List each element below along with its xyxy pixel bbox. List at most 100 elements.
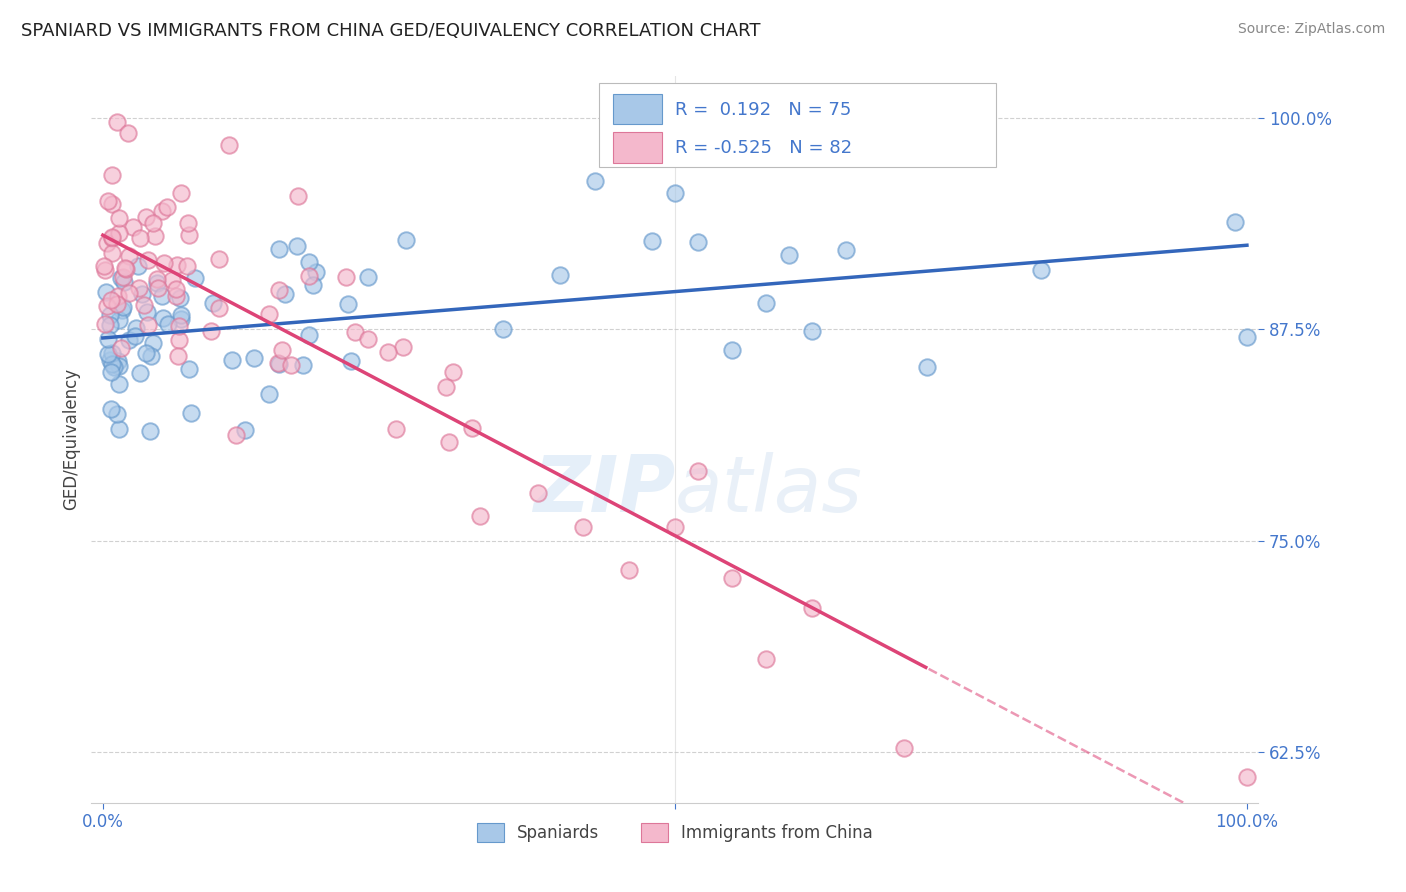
- Point: [98, 318, 121, 332]
- Point: [208, 252, 231, 266]
- Point: [128, 366, 150, 380]
- Point: [721, 343, 744, 357]
- Point: [138, 425, 160, 439]
- Point: [135, 304, 157, 318]
- Point: [177, 216, 200, 230]
- Point: [169, 308, 191, 322]
- Point: [103, 360, 125, 375]
- Point: [143, 228, 166, 243]
- Y-axis label: GED/Equivalency: GED/Equivalency: [62, 368, 80, 510]
- Point: [298, 255, 321, 269]
- Point: [127, 259, 149, 273]
- Point: [357, 269, 380, 284]
- Point: [97, 332, 120, 346]
- Point: [273, 287, 295, 301]
- Point: [492, 322, 515, 336]
- Point: [1236, 329, 1258, 343]
- Point: [285, 239, 308, 253]
- Point: [101, 357, 124, 371]
- FancyBboxPatch shape: [613, 94, 662, 124]
- Point: [801, 324, 824, 338]
- Point: [93, 259, 115, 273]
- Text: Source: ZipAtlas.com: Source: ZipAtlas.com: [1237, 22, 1385, 37]
- Point: [298, 268, 321, 283]
- Point: [146, 276, 169, 290]
- Point: [664, 186, 686, 201]
- Point: [107, 422, 129, 436]
- Point: [100, 365, 122, 379]
- Point: [835, 244, 858, 258]
- Text: R = -0.525   N = 82: R = -0.525 N = 82: [675, 139, 852, 157]
- Point: [470, 509, 492, 524]
- Point: [117, 126, 139, 140]
- Point: [108, 226, 131, 240]
- Point: [107, 297, 129, 311]
- Point: [128, 281, 150, 295]
- Point: [572, 520, 595, 534]
- Point: [131, 286, 153, 301]
- Point: [915, 360, 938, 375]
- Point: [165, 289, 187, 303]
- Point: [267, 284, 290, 298]
- Point: [96, 236, 118, 251]
- Point: [101, 245, 124, 260]
- Point: [111, 303, 134, 318]
- Point: [160, 272, 183, 286]
- Text: ZIP: ZIP: [533, 452, 675, 528]
- Point: [112, 300, 135, 314]
- Point: [257, 307, 280, 321]
- Point: [461, 421, 484, 435]
- Point: [385, 422, 408, 436]
- Point: [526, 485, 548, 500]
- Point: [686, 464, 709, 478]
- Point: [100, 293, 122, 307]
- Point: [107, 354, 129, 368]
- Point: [170, 186, 193, 200]
- Text: atlas: atlas: [675, 452, 863, 528]
- FancyBboxPatch shape: [599, 83, 995, 167]
- Point: [107, 359, 129, 374]
- Point: [128, 231, 150, 245]
- Point: [101, 168, 124, 182]
- Point: [167, 333, 190, 347]
- Point: [94, 317, 117, 331]
- Point: [377, 345, 399, 359]
- Point: [893, 740, 915, 755]
- Point: [357, 332, 380, 346]
- Point: [225, 428, 247, 442]
- Point: [344, 325, 367, 339]
- Point: [1225, 215, 1247, 229]
- Point: [340, 354, 363, 368]
- Point: [146, 272, 169, 286]
- Point: [97, 194, 120, 209]
- Point: [200, 324, 222, 338]
- Legend: Spaniards, Immigrants from China: Spaniards, Immigrants from China: [471, 816, 879, 849]
- Point: [152, 203, 174, 218]
- Point: [150, 289, 173, 303]
- Point: [152, 256, 174, 270]
- Point: [107, 313, 129, 327]
- Point: [98, 353, 121, 368]
- Point: [201, 296, 224, 310]
- Point: [125, 321, 148, 335]
- Point: [267, 242, 290, 256]
- Point: [180, 406, 202, 420]
- Point: [107, 289, 129, 303]
- Point: [686, 235, 709, 249]
- Point: [169, 291, 191, 305]
- Point: [177, 362, 200, 376]
- Point: [176, 260, 198, 274]
- Point: [96, 299, 118, 313]
- Point: [121, 220, 143, 235]
- Point: [101, 231, 124, 245]
- Point: [778, 247, 800, 261]
- Point: [141, 349, 163, 363]
- Point: [100, 345, 122, 359]
- Point: [98, 308, 121, 322]
- Text: SPANIARD VS IMMIGRANTS FROM CHINA GED/EQUIVALENCY CORRELATION CHART: SPANIARD VS IMMIGRANTS FROM CHINA GED/EQ…: [21, 22, 761, 40]
- Point: [101, 197, 124, 211]
- Point: [156, 200, 179, 214]
- Point: [336, 297, 359, 311]
- Point: [208, 301, 231, 316]
- Point: [641, 234, 664, 248]
